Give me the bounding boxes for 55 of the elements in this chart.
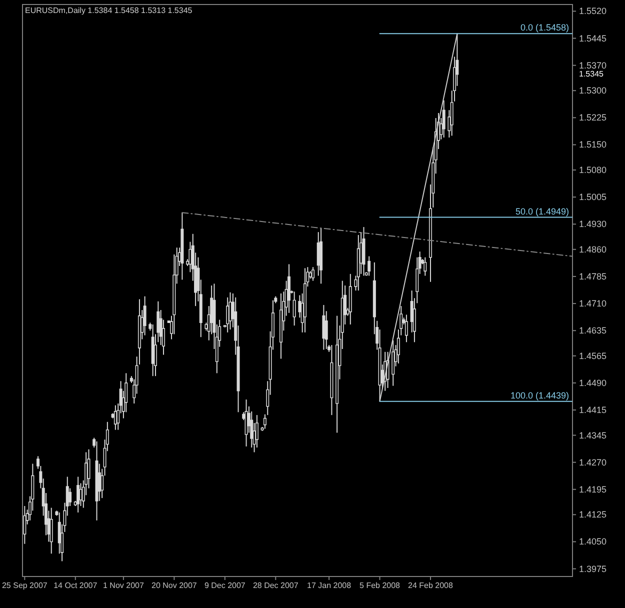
y-tick-label: 1.5370 [579,60,607,70]
y-tick-label: 1.5150 [579,140,607,150]
candlestick [424,256,427,276]
candlestick [255,414,258,448]
x-tick-label: 20 Nov 2007 [151,581,198,590]
y-tick-label: 1.4635 [579,326,607,336]
y-tick-label: 1.4270 [579,457,607,468]
annotation: 0.0 (1.5458) [520,22,569,33]
y-tick-label: 1.4345 [579,430,607,440]
x-tick-label: 1 Nov 2007 [102,581,144,590]
candlestick [226,296,230,333]
y-tick-label: 1.5005 [579,192,607,202]
candlestick [312,266,315,282]
y-tick-label: 1.4930 [579,219,607,230]
candlestick [368,256,371,276]
candlestick [50,507,53,554]
candlestick [287,264,290,314]
candlestick [292,291,296,326]
candlestick [442,100,446,138]
x-tick-label: 24 Feb 2008 [408,581,454,590]
candlestick [68,488,72,506]
candlestick [250,410,254,448]
y-tick-label: 1.3975 [579,564,607,574]
candlestick [143,296,146,336]
y-tick-label: 1.5445 [579,33,607,44]
x-tick-label: 25 Sep 2007 [2,581,48,590]
y-tick-label: 1.4195 [579,484,607,494]
x-tick-label: 9 Dec 2007 [204,581,246,590]
candlestick [244,399,248,447]
y-tick-label: 1.4050 [579,536,607,547]
annotation: 100.0 (1.4439) [510,390,569,400]
y-tick-label: 1.4415 [579,404,607,415]
chart-title: EURUSDm,Daily 1.5384 1.5458 1.5313 1.5345 [25,6,193,15]
y-tick-label: 1.5080 [579,165,607,176]
candlestick [392,340,395,386]
y-tick-label: 1.4565 [579,350,607,361]
candlestick [100,468,104,499]
candlestick [404,314,408,343]
candlestick [188,241,192,273]
y-tick-label: 1.5225 [579,112,607,123]
text: 1.5345 [579,69,604,78]
x-tick-label: 28 Dec 2007 [252,581,299,590]
candlestick [322,304,326,350]
y-tick-label: 1.4860 [579,244,607,254]
y-tick-label: 1.4490 [579,378,607,388]
y-tick-label: 1.5300 [579,86,607,96]
y-tick-label: 1.4710 [579,298,607,309]
annotation: 50.0 (1.4949) [515,206,569,216]
y-tick-label: 1.4125 [579,510,607,520]
candlestick [76,476,80,513]
y-tick-label: 1.5520 [579,6,607,16]
x-tick-label: 14 Oct 2007 [54,581,98,590]
y-tick-label: 1.4785 [579,271,607,282]
x-tick-label: 5 Feb 2008 [360,581,401,590]
x-tick-label: 17 Jan 2008 [307,581,352,590]
